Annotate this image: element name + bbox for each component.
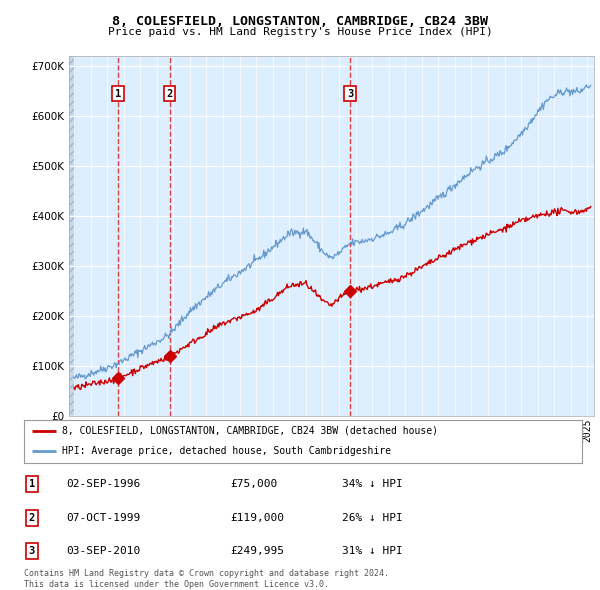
Text: Contains HM Land Registry data © Crown copyright and database right 2024.
This d: Contains HM Land Registry data © Crown c… <box>24 569 389 589</box>
Text: £249,995: £249,995 <box>230 546 284 556</box>
Text: 02-SEP-1996: 02-SEP-1996 <box>66 479 140 489</box>
Text: 1: 1 <box>115 89 121 99</box>
Text: 2: 2 <box>29 513 35 523</box>
Text: Price paid vs. HM Land Registry's House Price Index (HPI): Price paid vs. HM Land Registry's House … <box>107 27 493 37</box>
Bar <box>69 56 74 416</box>
Text: 34% ↓ HPI: 34% ↓ HPI <box>342 479 403 489</box>
Text: HPI: Average price, detached house, South Cambridgeshire: HPI: Average price, detached house, Sout… <box>62 446 391 456</box>
Text: 3: 3 <box>347 89 353 99</box>
Text: 8, COLESFIELD, LONGSTANTON, CAMBRIDGE, CB24 3BW: 8, COLESFIELD, LONGSTANTON, CAMBRIDGE, C… <box>112 15 488 28</box>
Text: 03-SEP-2010: 03-SEP-2010 <box>66 546 140 556</box>
Bar <box>69 56 74 416</box>
Text: 1: 1 <box>29 479 35 489</box>
Text: 8, COLESFIELD, LONGSTANTON, CAMBRIDGE, CB24 3BW (detached house): 8, COLESFIELD, LONGSTANTON, CAMBRIDGE, C… <box>62 426 438 436</box>
Text: 2: 2 <box>166 89 173 99</box>
Text: £75,000: £75,000 <box>230 479 278 489</box>
Text: £119,000: £119,000 <box>230 513 284 523</box>
Text: 31% ↓ HPI: 31% ↓ HPI <box>342 546 403 556</box>
Text: 26% ↓ HPI: 26% ↓ HPI <box>342 513 403 523</box>
Text: 3: 3 <box>29 546 35 556</box>
Text: 07-OCT-1999: 07-OCT-1999 <box>66 513 140 523</box>
